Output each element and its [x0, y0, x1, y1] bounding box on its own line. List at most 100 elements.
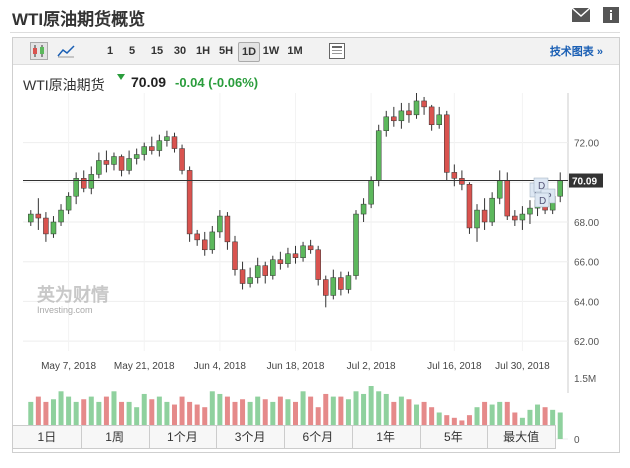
candle-body[interactable]: [171, 136, 178, 149]
interval-15-button[interactable]: 15: [150, 45, 164, 57]
candle-body[interactable]: [406, 110, 412, 116]
candle-body[interactable]: [186, 170, 193, 235]
candle-body[interactable]: [338, 277, 344, 290]
volume-bar: [255, 396, 261, 439]
candle-body[interactable]: [164, 136, 170, 141]
mail-icon[interactable]: [571, 6, 591, 24]
candle-body[interactable]: [35, 213, 42, 219]
candle-body[interactable]: [201, 239, 208, 251]
candle-body[interactable]: [345, 275, 352, 290]
instrument-name: WTI原油期货: [23, 77, 105, 93]
candle-body[interactable]: [179, 148, 185, 171]
interval-1-button[interactable]: 1: [106, 45, 114, 57]
candle-body[interactable]: [58, 209, 64, 223]
candle-body[interactable]: [459, 178, 465, 185]
candle-body[interactable]: [141, 146, 147, 155]
candle-body[interactable]: [254, 265, 261, 278]
candle-body[interactable]: [156, 140, 163, 151]
candle-body[interactable]: [43, 217, 49, 235]
interval-1d-button[interactable]: 1D: [238, 42, 260, 62]
interval-30-button[interactable]: 30: [173, 45, 187, 57]
range-button-4[interactable]: 6个月: [284, 426, 353, 448]
candle-body[interactable]: [217, 215, 223, 233]
candle-body[interactable]: [428, 106, 435, 126]
candle-body[interactable]: [383, 116, 390, 131]
candle-body[interactable]: [353, 213, 359, 276]
candlestick-type-icon[interactable]: [30, 42, 48, 60]
candle-body[interactable]: [262, 265, 268, 276]
candle-body[interactable]: [28, 213, 34, 223]
line-chart-type-icon[interactable]: [57, 44, 75, 58]
candle-body[interactable]: [512, 215, 518, 221]
candle-body[interactable]: [474, 209, 480, 229]
candle-body[interactable]: [133, 154, 140, 159]
range-button-5[interactable]: 1年: [352, 426, 421, 448]
candle-body[interactable]: [88, 174, 95, 189]
candle-body[interactable]: [292, 253, 299, 258]
candle-body[interactable]: [65, 195, 72, 211]
candle-body[interactable]: [360, 203, 367, 215]
candle-body[interactable]: [149, 146, 155, 151]
range-button-0[interactable]: 1日: [13, 426, 82, 448]
candle-body[interactable]: [330, 277, 337, 296]
candle-body[interactable]: [519, 213, 526, 221]
interval-5-button[interactable]: 5: [128, 45, 136, 57]
candle-body[interactable]: [80, 178, 87, 189]
candle-body[interactable]: [224, 215, 231, 243]
volume-bar: [134, 407, 140, 439]
candle-body[interactable]: [323, 279, 329, 296]
candle-body[interactable]: [96, 160, 102, 175]
volume-bar: [300, 391, 306, 439]
candle-body[interactable]: [451, 172, 458, 179]
candle-body[interactable]: [466, 184, 473, 229]
range-button-6[interactable]: 5年: [420, 426, 489, 448]
candle-body[interactable]: [315, 249, 321, 280]
candle-body[interactable]: [489, 197, 495, 223]
candle-body[interactable]: [270, 259, 276, 276]
interval-5h-button[interactable]: 5H: [218, 45, 234, 57]
range-button-1[interactable]: 1周: [81, 426, 150, 448]
candle-body[interactable]: [391, 116, 397, 122]
candle-body[interactable]: [375, 130, 382, 181]
candle-body[interactable]: [481, 209, 488, 223]
candle-body[interactable]: [232, 241, 238, 270]
candle-body[interactable]: [111, 156, 117, 165]
range-button-2[interactable]: 1个月: [149, 426, 218, 448]
candle-body[interactable]: [436, 114, 442, 126]
event-marker[interactable]: [534, 192, 550, 208]
candle-body[interactable]: [209, 231, 216, 251]
candle-body[interactable]: [118, 156, 125, 171]
candle-body[interactable]: [73, 178, 79, 197]
candle-body[interactable]: [413, 100, 420, 116]
candle-body[interactable]: [277, 259, 284, 264]
range-button-3[interactable]: 3个月: [216, 426, 285, 448]
candle-body[interactable]: [126, 158, 132, 171]
candle-body[interactable]: [247, 277, 253, 284]
volume-bar: [232, 401, 238, 439]
y-tick-label: 64.00: [574, 297, 599, 308]
candle-body[interactable]: [444, 114, 450, 173]
candle-body[interactable]: [527, 207, 533, 215]
candle-body[interactable]: [50, 221, 57, 235]
interval-1w-button[interactable]: 1W: [262, 45, 280, 57]
candle-body[interactable]: [285, 253, 291, 264]
candle-body[interactable]: [504, 180, 511, 217]
candle-body[interactable]: [194, 233, 200, 241]
tech-chart-link[interactable]: 技术图表 »: [549, 46, 603, 58]
candle-body[interactable]: [368, 180, 374, 205]
interval-1m-button[interactable]: 1M: [287, 45, 303, 57]
candle-body[interactable]: [307, 245, 314, 251]
info-icon[interactable]: [601, 6, 621, 24]
candle-body[interactable]: [557, 180, 563, 197]
candle-body[interactable]: [398, 110, 405, 122]
candle-body[interactable]: [103, 160, 110, 165]
settings-panel-icon[interactable]: [329, 43, 345, 59]
range-button-7[interactable]: 最大值: [503, 430, 540, 444]
candle-body[interactable]: [239, 269, 246, 284]
interval-1h-button[interactable]: 1H: [195, 45, 211, 57]
candle-body[interactable]: [496, 180, 503, 199]
candle-body[interactable]: [300, 245, 306, 258]
volume-bar: [202, 407, 208, 439]
candle-body[interactable]: [421, 100, 427, 108]
